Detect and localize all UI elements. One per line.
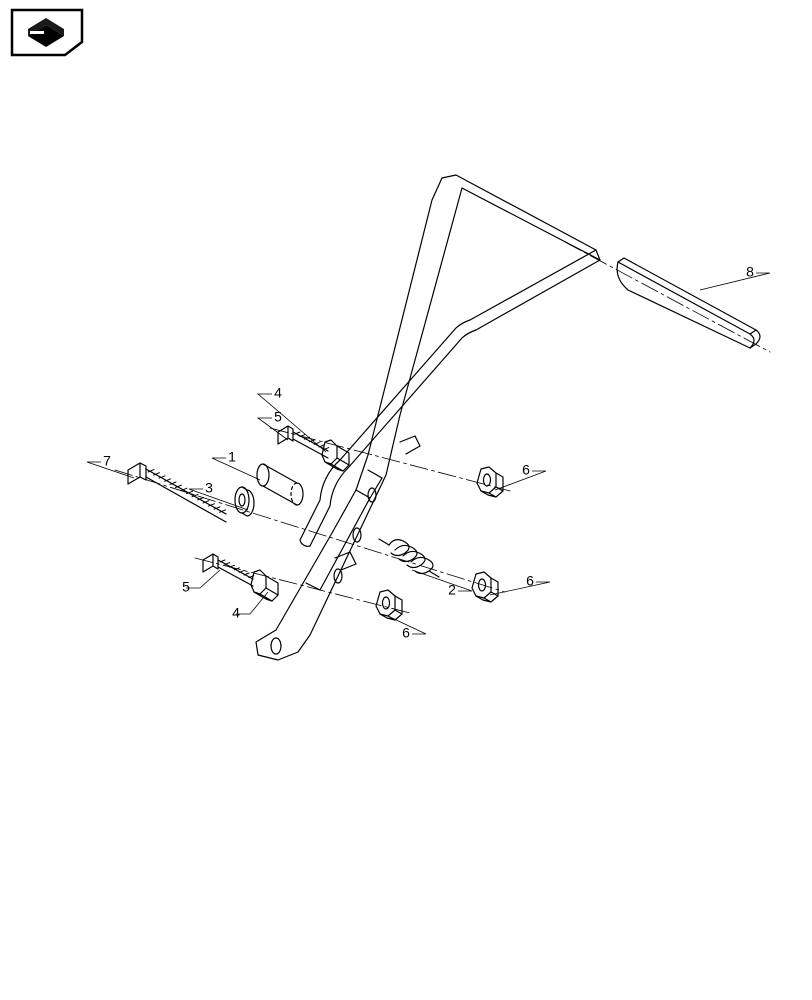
svg-text:5: 5 — [274, 409, 282, 425]
part-6-nut-upper — [477, 467, 503, 497]
part-5-lower-bolt — [203, 554, 254, 586]
callout-labels: 1 2 3 4 5 6 6 6 7 8 5 4 — [87, 264, 770, 641]
svg-text:4: 4 — [274, 385, 282, 401]
svg-text:5: 5 — [182, 579, 190, 595]
pedal-arm — [256, 175, 600, 660]
svg-text:7: 7 — [103, 453, 111, 469]
part-8-pedal-pad — [617, 258, 760, 348]
pedal-support-rod — [300, 250, 600, 546]
part-5-upper-bolt — [278, 426, 329, 458]
manual-badge-icon — [12, 10, 82, 55]
part-4-upper-collar — [322, 440, 349, 471]
part-3-washer — [235, 487, 254, 516]
svg-text:2: 2 — [448, 582, 456, 598]
svg-text:8: 8 — [746, 264, 754, 280]
svg-text:4: 4 — [232, 605, 240, 621]
part-1-spacer — [257, 464, 303, 505]
part-2-spring — [379, 539, 439, 577]
svg-text:6: 6 — [402, 625, 410, 641]
svg-text:3: 3 — [205, 480, 213, 496]
svg-text:1: 1 — [228, 449, 236, 465]
part-6-nut-mid — [472, 572, 498, 602]
svg-text:6: 6 — [522, 462, 530, 478]
svg-text:6: 6 — [526, 573, 534, 589]
